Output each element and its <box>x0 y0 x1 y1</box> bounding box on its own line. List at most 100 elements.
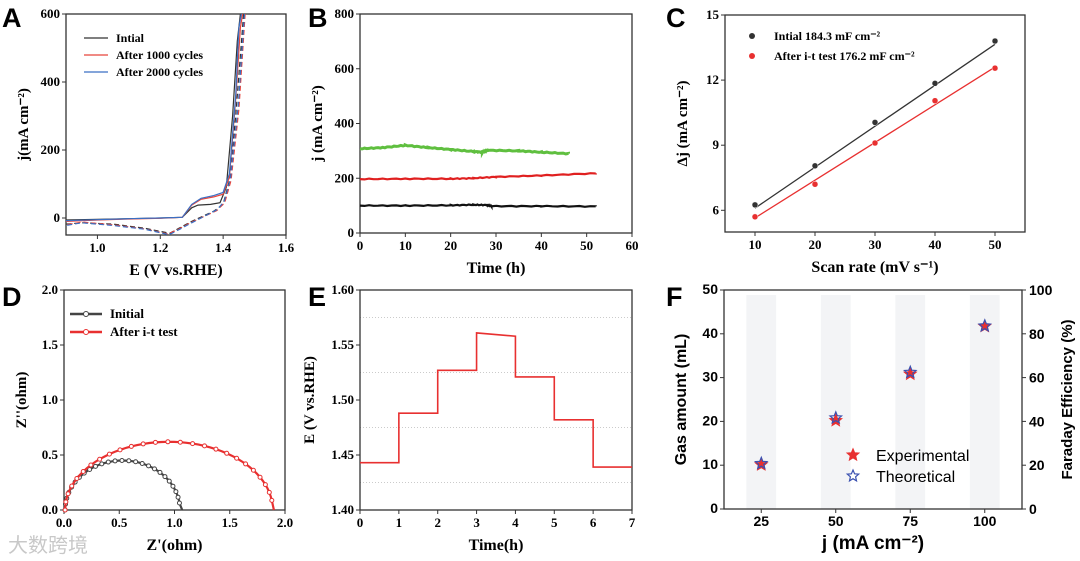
data-point <box>266 489 272 495</box>
data-point <box>175 494 181 500</box>
shaded-band <box>969 295 1000 509</box>
x-tick-label: 3 <box>473 515 480 530</box>
panel-c <box>721 14 1026 236</box>
data-point <box>105 459 111 465</box>
data-point <box>871 139 879 147</box>
legend-label: After 2000 cycles <box>116 65 203 79</box>
data-point <box>176 500 182 506</box>
legend-marker <box>83 329 89 335</box>
data-point <box>165 439 171 445</box>
panel-label-c: C <box>666 3 686 33</box>
y-tick-label: 0.5 <box>42 447 59 462</box>
legend-label: Experimental <box>876 448 969 465</box>
x-tick-label: 100 <box>973 513 997 529</box>
legend-marker <box>83 311 89 317</box>
panel-d <box>60 289 286 514</box>
x-tick-label: 20 <box>444 238 457 253</box>
x-axis-title: Scan rate (mV s⁻¹) <box>811 259 938 276</box>
y-tick-label: 800 <box>335 6 355 21</box>
y-tick-label: 400 <box>335 116 355 131</box>
x-tick-label: 2 <box>434 515 441 530</box>
x-tick-label: 40 <box>929 237 942 252</box>
x-tick-label: 1.6 <box>278 240 295 255</box>
nyquist-curve-1 <box>64 440 275 511</box>
data-point <box>262 482 268 488</box>
y-axis-title: Z''(ohm) <box>14 372 30 429</box>
x-tick-label: 30 <box>490 238 503 253</box>
data-point <box>97 456 103 462</box>
panel-label-a: A <box>2 3 22 33</box>
potential-step-trace <box>360 332 632 468</box>
data-point <box>170 483 176 489</box>
data-point <box>69 483 75 489</box>
cv-reverse-2 <box>65 13 246 236</box>
data-point <box>162 474 168 480</box>
y-tick-label: 600 <box>335 61 355 76</box>
data-point <box>65 491 71 497</box>
data-point <box>811 181 819 188</box>
cv-forward-1 <box>65 13 244 222</box>
x-tick-label: 5 <box>551 515 558 530</box>
data-point <box>62 507 68 513</box>
shaded-band <box>820 295 851 509</box>
y-tick-label: 2.0 <box>42 282 58 297</box>
plot-frame <box>359 289 633 511</box>
y-tick-label: 0.0 <box>42 502 58 517</box>
data-point <box>117 447 123 453</box>
y-axis-title: E (V vs.RHE) <box>302 356 318 444</box>
y-axis-title: Gas amount (mL) <box>673 334 690 466</box>
x-tick-label: 1.4 <box>215 240 232 255</box>
x-axis-title: Time(h) <box>469 537 524 554</box>
plot-frame <box>723 289 1023 510</box>
panel-label-b: B <box>308 3 328 33</box>
watermark: 大数跨境 <box>8 534 88 557</box>
x-tick-label: 50 <box>828 513 844 529</box>
data-point <box>157 469 163 475</box>
y-axis-title: j(mA cm⁻²) <box>16 88 32 162</box>
x-tick-label: 6 <box>590 515 597 530</box>
legend-marker <box>845 468 861 483</box>
cv-reverse-1 <box>65 13 246 235</box>
y-tick-label: 1.45 <box>331 447 354 462</box>
y-tick-label: 1.0 <box>42 392 58 407</box>
x-axis-title: Time (h) <box>467 260 526 277</box>
data-point <box>112 458 118 464</box>
legend-label: After i-t test <box>110 324 178 339</box>
panel-e <box>356 289 633 514</box>
x-tick-label: 20 <box>809 237 822 252</box>
data-point <box>99 461 105 467</box>
x-tick-label: 30 <box>869 237 882 252</box>
y-tick-label: 0 <box>54 210 61 225</box>
x-tick-label: 1.5 <box>222 515 239 530</box>
data-point <box>128 443 134 449</box>
data-point <box>151 466 157 472</box>
panel-f <box>720 289 1026 513</box>
data-point <box>257 474 263 480</box>
cv-reverse-0 <box>65 13 245 234</box>
theoretical-point <box>828 410 844 425</box>
legend-label: Intial 184.3 mF cm⁻² <box>774 29 881 43</box>
y-tick-label: 1.60 <box>331 282 354 297</box>
y-tick-label: 50 <box>702 281 718 297</box>
x-tick-label: 40 <box>535 238 548 253</box>
y-tick-label: 12 <box>706 72 719 87</box>
x-tick-label: 1.0 <box>89 240 105 255</box>
panel-label-f: F <box>666 282 683 312</box>
y2-axis-title: Faraday Efficiency (%) <box>1059 319 1076 479</box>
panel-b <box>356 13 633 237</box>
legend-label: Theoretical <box>876 469 955 486</box>
plot-frame <box>359 13 633 234</box>
data-point <box>243 461 249 467</box>
legend-label: Intial <box>116 31 145 45</box>
data-point <box>106 451 112 457</box>
legend-marker <box>749 33 755 39</box>
y-tick-label: 40 <box>702 325 718 341</box>
legend-marker <box>845 447 861 462</box>
y-tick-label: 6 <box>713 202 720 217</box>
cv-forward-0 <box>65 13 241 221</box>
y-tick-label: 200 <box>335 170 355 185</box>
data-point <box>177 439 183 445</box>
x-axis-title: Z'(ohm) <box>147 537 203 554</box>
trace-1 <box>359 172 597 181</box>
